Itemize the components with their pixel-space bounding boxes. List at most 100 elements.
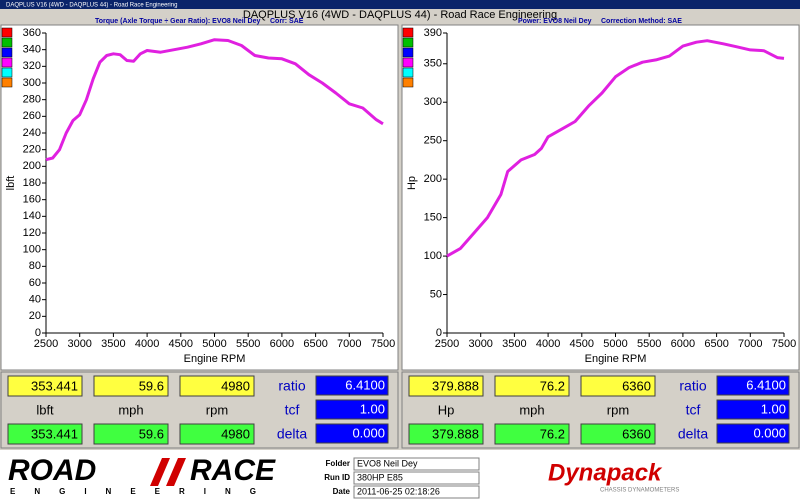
y-tick-label: 160: [23, 194, 41, 206]
value-box: [93, 375, 169, 397]
param-box: [716, 399, 790, 420]
y-tick-label: 0: [436, 327, 442, 339]
field-value: 380HP E85: [357, 472, 403, 482]
field-box: [353, 471, 480, 485]
x-tick-label: 7500: [371, 338, 395, 350]
unit-label: mph: [519, 402, 544, 417]
value-box: [408, 375, 484, 397]
unit-label: lbft: [36, 402, 54, 417]
y-tick-label: 100: [23, 244, 41, 256]
chart-title: Torque (Axle Torque ÷ Gear Ratio): EVO8 …: [95, 18, 260, 25]
x-tick-label: 7000: [337, 338, 361, 350]
chart-title: Power: EVO8 Neil Dey: [518, 18, 592, 25]
y-tick-label: 140: [23, 210, 41, 222]
legend-swatch: [402, 27, 414, 38]
value-box: [7, 375, 83, 397]
x-tick-label: 6500: [704, 338, 728, 350]
field-label: Run ID: [324, 473, 350, 482]
x-tick-label: 2500: [34, 338, 58, 350]
value-box: [179, 423, 255, 445]
param-label: tcf: [285, 402, 300, 418]
legend-swatch: [402, 47, 414, 58]
field-label: Folder: [326, 459, 350, 468]
param-label: ratio: [278, 378, 305, 394]
brand: Dynapack: [548, 459, 663, 486]
value-top: 4980: [221, 378, 250, 393]
legend-swatch: [1, 57, 13, 68]
value-box: [408, 423, 484, 445]
param-value: 0.000: [352, 425, 385, 440]
legend-swatch: [1, 77, 13, 88]
x-tick-label: 5000: [202, 338, 226, 350]
legend-swatch: [402, 77, 414, 88]
x-tick-label: 3000: [468, 338, 492, 350]
x-tick-label: 2500: [435, 338, 459, 350]
value-bottom: 76.2: [540, 426, 565, 441]
value-top: 6360: [622, 378, 651, 393]
title-bar: [0, 0, 800, 9]
value-box: [494, 423, 570, 445]
legend-swatch: [1, 37, 13, 48]
x-tick-label: 3000: [67, 338, 91, 350]
y-tick-label: 320: [23, 60, 41, 72]
value-top: 76.2: [540, 378, 565, 393]
value-box: [7, 423, 83, 445]
unit-label: mph: [118, 402, 143, 417]
value-bottom: 59.6: [139, 426, 164, 441]
y-tick-label: 280: [23, 94, 41, 106]
field-box: [353, 485, 480, 499]
y-tick-label: 300: [23, 77, 41, 89]
y-tick-label: 80: [29, 260, 41, 272]
chart-correction: Corr: SAE: [270, 18, 304, 25]
logo-sub: ENGINEERING: [10, 487, 275, 496]
y-tick-label: 180: [23, 177, 41, 189]
y-tick-label: 390: [424, 27, 442, 39]
y-tick-label: 40: [29, 294, 41, 306]
x-axis-label: Engine RPM: [585, 353, 647, 365]
chart-panel: [401, 24, 800, 371]
param-value: 1.00: [761, 401, 786, 416]
unit-label: rpm: [607, 402, 629, 417]
x-tick-label: 3500: [101, 338, 125, 350]
y-tick-label: 200: [424, 173, 442, 185]
x-tick-label: 6500: [303, 338, 327, 350]
param-box: [716, 375, 790, 396]
value-bottom: 4980: [221, 426, 250, 441]
param-value: 6.4100: [345, 377, 385, 392]
x-tick-label: 6000: [270, 338, 294, 350]
y-tick-label: 350: [424, 58, 442, 70]
chart-correction: Correction Method: SAE: [601, 18, 682, 25]
legend-swatch: [402, 57, 414, 68]
y-tick-label: 120: [23, 227, 41, 239]
x-tick-label: 7500: [772, 338, 796, 350]
data-line: [446, 39, 785, 258]
y-tick-label: 240: [23, 127, 41, 139]
x-tick-label: 4500: [570, 338, 594, 350]
x-tick-label: 4000: [135, 338, 159, 350]
y-tick-label: 250: [424, 135, 442, 147]
legend-swatch: [1, 27, 13, 38]
y-tick-label: 60: [29, 277, 41, 289]
x-tick-label: 3500: [502, 338, 526, 350]
y-axis-label: Hp: [406, 176, 418, 190]
y-tick-label: 20: [29, 310, 41, 322]
header-title: DAQPLUS V16 (4WD - DAQPLUS 44) - Road Ra…: [243, 9, 557, 21]
x-tick-label: 5500: [236, 338, 260, 350]
param-box: [315, 423, 389, 444]
param-value: 0.000: [753, 425, 786, 440]
data-line: [45, 38, 384, 162]
logo-left: ROAD: [8, 454, 96, 487]
param-box: [716, 423, 790, 444]
value-bottom: 6360: [622, 426, 651, 441]
x-tick-label: 5000: [603, 338, 627, 350]
x-tick-label: 4500: [169, 338, 193, 350]
y-tick-label: 220: [23, 144, 41, 156]
value-box: [179, 375, 255, 397]
window-title: DAQPLUS V16 (4WD - DAQPLUS 44) - Road Ra…: [6, 3, 177, 9]
y-tick-label: 360: [23, 27, 41, 39]
param-value: 6.4100: [746, 377, 786, 392]
value-box: [494, 375, 570, 397]
y-tick-label: 100: [424, 250, 442, 262]
param-value: 1.00: [360, 401, 385, 416]
logo-right: RACE: [190, 454, 276, 487]
